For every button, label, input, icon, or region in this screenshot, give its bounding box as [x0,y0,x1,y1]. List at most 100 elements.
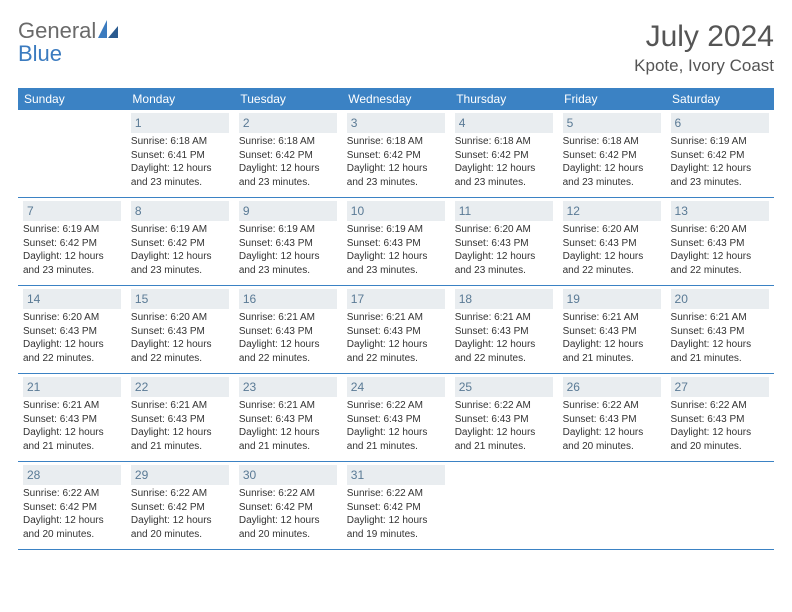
day-details: Sunrise: 6:21 AMSunset: 6:43 PMDaylight:… [23,399,121,453]
calendar-day-cell: 11Sunrise: 6:20 AMSunset: 6:43 PMDayligh… [450,198,558,286]
day-details: Sunrise: 6:19 AMSunset: 6:42 PMDaylight:… [131,223,229,277]
day-number: 26 [563,377,661,397]
calendar-day-cell: 26Sunrise: 6:22 AMSunset: 6:43 PMDayligh… [558,374,666,462]
calendar-day-cell: 7Sunrise: 6:19 AMSunset: 6:42 PMDaylight… [18,198,126,286]
day-details: Sunrise: 6:18 AMSunset: 6:42 PMDaylight:… [563,135,661,189]
calendar-day-cell: 10Sunrise: 6:19 AMSunset: 6:43 PMDayligh… [342,198,450,286]
day-number: 13 [671,201,769,221]
weekday-header: Monday [126,88,234,110]
day-number: 25 [455,377,553,397]
sails-icon [98,25,120,42]
location: Kpote, Ivory Coast [634,56,774,76]
day-details: Sunrise: 6:22 AMSunset: 6:42 PMDaylight:… [23,487,121,541]
calendar-week-row: 21Sunrise: 6:21 AMSunset: 6:43 PMDayligh… [18,374,774,462]
day-details: Sunrise: 6:18 AMSunset: 6:42 PMDaylight:… [347,135,445,189]
calendar-day-cell: 13Sunrise: 6:20 AMSunset: 6:43 PMDayligh… [666,198,774,286]
calendar-page: General Blue July 2024 Kpote, Ivory Coas… [0,0,792,570]
day-details: Sunrise: 6:21 AMSunset: 6:43 PMDaylight:… [239,311,337,365]
calendar-week-row: 28Sunrise: 6:22 AMSunset: 6:42 PMDayligh… [18,462,774,550]
calendar-day-cell: 23Sunrise: 6:21 AMSunset: 6:43 PMDayligh… [234,374,342,462]
day-number: 27 [671,377,769,397]
day-details: Sunrise: 6:21 AMSunset: 6:43 PMDaylight:… [563,311,661,365]
calendar-day-cell: 25Sunrise: 6:22 AMSunset: 6:43 PMDayligh… [450,374,558,462]
weekday-header-row: Sunday Monday Tuesday Wednesday Thursday… [18,88,774,110]
day-number: 8 [131,201,229,221]
calendar-day-cell [558,462,666,550]
day-details: Sunrise: 6:22 AMSunset: 6:43 PMDaylight:… [455,399,553,453]
day-number: 28 [23,465,121,485]
day-number: 30 [239,465,337,485]
day-details: Sunrise: 6:21 AMSunset: 6:43 PMDaylight:… [347,311,445,365]
day-details: Sunrise: 6:22 AMSunset: 6:42 PMDaylight:… [239,487,337,541]
day-number: 24 [347,377,445,397]
day-number: 22 [131,377,229,397]
calendar-week-row: 14Sunrise: 6:20 AMSunset: 6:43 PMDayligh… [18,286,774,374]
day-number: 14 [23,289,121,309]
day-number: 6 [671,113,769,133]
day-number: 2 [239,113,337,133]
calendar-day-cell: 15Sunrise: 6:20 AMSunset: 6:43 PMDayligh… [126,286,234,374]
day-details: Sunrise: 6:18 AMSunset: 6:42 PMDaylight:… [239,135,337,189]
calendar-day-cell: 31Sunrise: 6:22 AMSunset: 6:42 PMDayligh… [342,462,450,550]
calendar-day-cell: 24Sunrise: 6:22 AMSunset: 6:43 PMDayligh… [342,374,450,462]
brand-word2: Blue [18,41,62,66]
day-number: 31 [347,465,445,485]
day-number: 15 [131,289,229,309]
calendar-day-cell: 16Sunrise: 6:21 AMSunset: 6:43 PMDayligh… [234,286,342,374]
calendar-day-cell: 20Sunrise: 6:21 AMSunset: 6:43 PMDayligh… [666,286,774,374]
day-details: Sunrise: 6:22 AMSunset: 6:43 PMDaylight:… [347,399,445,453]
calendar-day-cell: 5Sunrise: 6:18 AMSunset: 6:42 PMDaylight… [558,110,666,198]
calendar-day-cell: 8Sunrise: 6:19 AMSunset: 6:42 PMDaylight… [126,198,234,286]
calendar-day-cell: 4Sunrise: 6:18 AMSunset: 6:42 PMDaylight… [450,110,558,198]
day-details: Sunrise: 6:21 AMSunset: 6:43 PMDaylight:… [131,399,229,453]
page-header: General Blue July 2024 Kpote, Ivory Coas… [18,20,774,76]
day-details: Sunrise: 6:19 AMSunset: 6:42 PMDaylight:… [671,135,769,189]
day-number: 18 [455,289,553,309]
day-details: Sunrise: 6:22 AMSunset: 6:42 PMDaylight:… [347,487,445,541]
calendar-day-cell [450,462,558,550]
day-number: 19 [563,289,661,309]
calendar-day-cell: 12Sunrise: 6:20 AMSunset: 6:43 PMDayligh… [558,198,666,286]
day-details: Sunrise: 6:21 AMSunset: 6:43 PMDaylight:… [671,311,769,365]
day-number: 10 [347,201,445,221]
calendar-day-cell: 17Sunrise: 6:21 AMSunset: 6:43 PMDayligh… [342,286,450,374]
day-number: 4 [455,113,553,133]
calendar-day-cell: 21Sunrise: 6:21 AMSunset: 6:43 PMDayligh… [18,374,126,462]
brand-word1: General [18,18,96,43]
day-number: 20 [671,289,769,309]
calendar-day-cell: 9Sunrise: 6:19 AMSunset: 6:43 PMDaylight… [234,198,342,286]
day-details: Sunrise: 6:21 AMSunset: 6:43 PMDaylight:… [455,311,553,365]
calendar-day-cell [666,462,774,550]
day-number: 7 [23,201,121,221]
calendar-day-cell: 18Sunrise: 6:21 AMSunset: 6:43 PMDayligh… [450,286,558,374]
calendar-day-cell: 1Sunrise: 6:18 AMSunset: 6:41 PMDaylight… [126,110,234,198]
day-details: Sunrise: 6:20 AMSunset: 6:43 PMDaylight:… [563,223,661,277]
calendar-day-cell: 3Sunrise: 6:18 AMSunset: 6:42 PMDaylight… [342,110,450,198]
weekday-header: Wednesday [342,88,450,110]
calendar-week-row: 7Sunrise: 6:19 AMSunset: 6:42 PMDaylight… [18,198,774,286]
day-number: 5 [563,113,661,133]
day-number: 16 [239,289,337,309]
day-details: Sunrise: 6:18 AMSunset: 6:41 PMDaylight:… [131,135,229,189]
brand-logo: General Blue [18,20,120,66]
day-number: 23 [239,377,337,397]
calendar-day-cell: 29Sunrise: 6:22 AMSunset: 6:42 PMDayligh… [126,462,234,550]
calendar-day-cell: 2Sunrise: 6:18 AMSunset: 6:42 PMDaylight… [234,110,342,198]
calendar-day-cell: 30Sunrise: 6:22 AMSunset: 6:42 PMDayligh… [234,462,342,550]
day-details: Sunrise: 6:19 AMSunset: 6:42 PMDaylight:… [23,223,121,277]
day-details: Sunrise: 6:20 AMSunset: 6:43 PMDaylight:… [671,223,769,277]
weekday-header: Friday [558,88,666,110]
day-details: Sunrise: 6:20 AMSunset: 6:43 PMDaylight:… [23,311,121,365]
day-details: Sunrise: 6:21 AMSunset: 6:43 PMDaylight:… [239,399,337,453]
weekday-header: Tuesday [234,88,342,110]
day-details: Sunrise: 6:20 AMSunset: 6:43 PMDaylight:… [455,223,553,277]
calendar-day-cell: 6Sunrise: 6:19 AMSunset: 6:42 PMDaylight… [666,110,774,198]
calendar-week-row: 1Sunrise: 6:18 AMSunset: 6:41 PMDaylight… [18,110,774,198]
day-number: 11 [455,201,553,221]
calendar-day-cell: 14Sunrise: 6:20 AMSunset: 6:43 PMDayligh… [18,286,126,374]
calendar-body: 1Sunrise: 6:18 AMSunset: 6:41 PMDaylight… [18,110,774,550]
day-number: 1 [131,113,229,133]
day-number: 3 [347,113,445,133]
day-details: Sunrise: 6:19 AMSunset: 6:43 PMDaylight:… [347,223,445,277]
day-number: 29 [131,465,229,485]
